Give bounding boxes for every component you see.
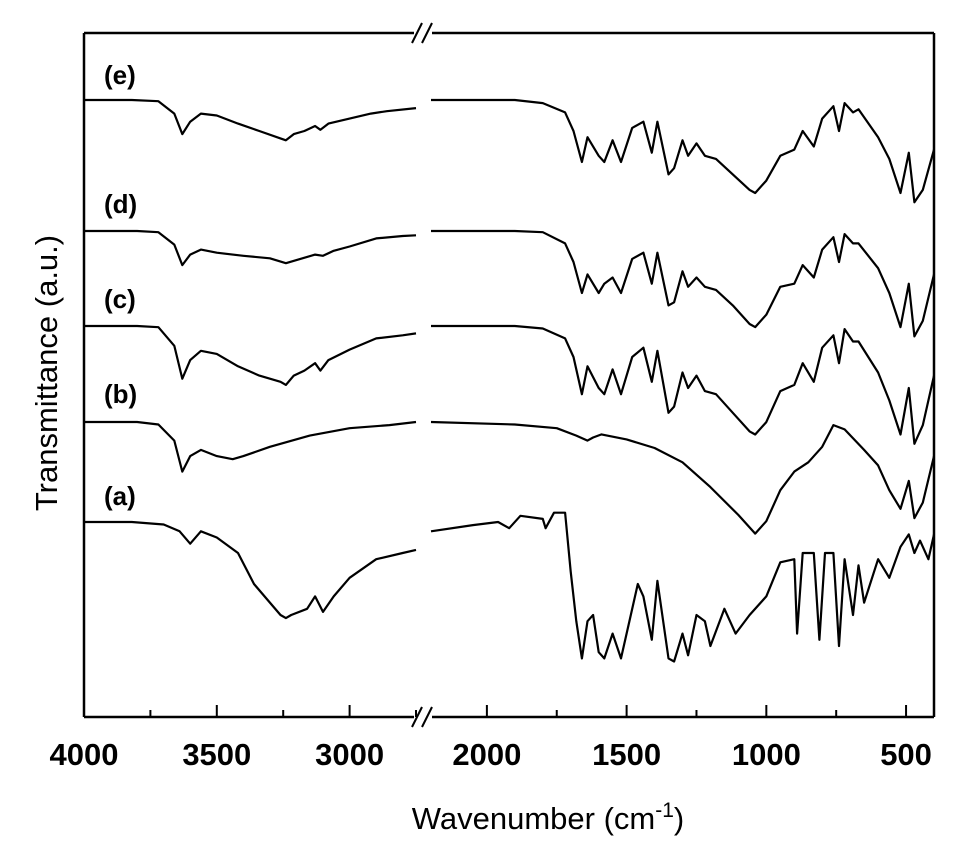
spectrum-d-right bbox=[431, 229, 936, 338]
x-tick-label: 3000 bbox=[315, 737, 384, 772]
x-axis-title-main: Wavenumber (cm bbox=[412, 801, 655, 836]
series-label-b: (b) bbox=[104, 379, 137, 409]
spectrum-b-right bbox=[430, 420, 936, 535]
x-tick-label: 3500 bbox=[182, 737, 251, 772]
spectrum-e-left bbox=[84, 98, 417, 142]
spectra-group bbox=[84, 98, 936, 663]
x-axis-title-close: ) bbox=[674, 801, 684, 836]
top-axis-break-mark bbox=[411, 22, 423, 44]
series-label-d: (d) bbox=[104, 189, 137, 219]
spectrum-d-left bbox=[84, 229, 417, 267]
series-labels-group: (e) (d) (c) (b) (a) bbox=[104, 60, 137, 511]
x-ticks-group bbox=[83, 705, 908, 717]
top-axis-break-mark bbox=[421, 22, 433, 44]
spectrum-a-right bbox=[430, 511, 936, 663]
spectrum-e-right bbox=[431, 98, 936, 204]
spectrum-b-left bbox=[84, 420, 417, 473]
x-tick-label: 1500 bbox=[592, 737, 661, 772]
series-label-c: (c) bbox=[104, 284, 136, 314]
spectrum-c-left bbox=[84, 324, 417, 386]
x-tick-label: 4000 bbox=[50, 737, 119, 772]
series-label-e: (e) bbox=[104, 60, 136, 90]
spectrum-a-left bbox=[84, 520, 417, 620]
x-axis-title: Wavenumber (cm-1) bbox=[412, 799, 684, 836]
plot-frame bbox=[82, 22, 936, 728]
bottom-axis-break-mark bbox=[421, 706, 433, 728]
x-tick-label: 1000 bbox=[732, 737, 801, 772]
x-axis-title-superscript: -1 bbox=[655, 799, 674, 822]
y-axis-title: Transmittance (a.u.) bbox=[29, 235, 64, 511]
series-label-a: (a) bbox=[104, 481, 136, 511]
x-tick-labels-group: 4000 3500 3000 2000 1500 1000 500 bbox=[50, 737, 932, 772]
x-tick-label: 2000 bbox=[452, 737, 521, 772]
spectrum-c-right bbox=[431, 324, 936, 445]
x-tick-label: 500 bbox=[880, 737, 932, 772]
